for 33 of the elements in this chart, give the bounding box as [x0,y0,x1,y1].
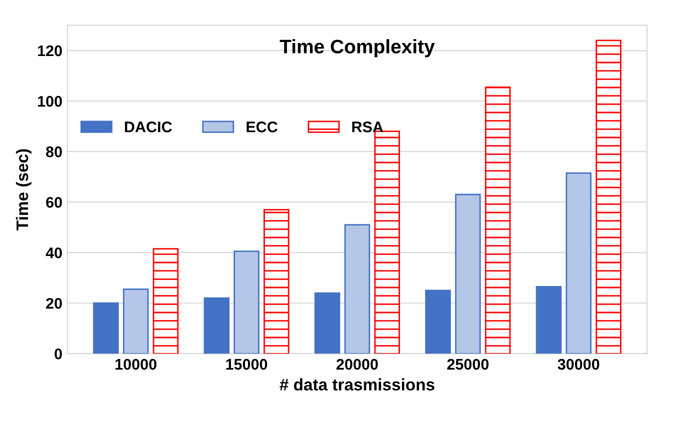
text: Time Complexity [280,39,435,58]
bar [264,208,290,354]
y-tick-label: 60 [46,196,62,208]
bar [344,224,370,354]
bar [566,172,592,354]
x-tick-label: 25000 [447,358,489,370]
bar [93,302,119,354]
y-tick-label: 80 [46,146,62,158]
bar [314,292,340,354]
y-tick-label: 40 [46,247,62,258]
y-tick-label: 100 [38,96,62,107]
bar [596,40,622,354]
bar [455,194,481,354]
y-axis-title: Time (sec) [16,149,32,230]
x-tick-label: 15000 [226,358,268,370]
bar [234,250,260,354]
legend-label: RSA [352,122,384,132]
bar [425,290,451,354]
x-tick-label: 30000 [558,358,600,370]
legend-label: ECC [246,122,278,132]
bar [536,286,562,354]
bar [122,288,149,354]
bar [374,130,400,354]
x-tick-label: 20000 [336,358,378,370]
x-axis-title: # data trasmissions [280,378,434,391]
bar [204,297,230,354]
y-tick-label: 120 [38,45,62,56]
y-tick-label: 0 [54,348,62,360]
bar [152,248,179,354]
bar [484,86,511,354]
legend-label: DACIC [124,122,172,132]
y-tick-label: 20 [46,298,62,309]
x-tick-label: 10000 [116,358,156,370]
